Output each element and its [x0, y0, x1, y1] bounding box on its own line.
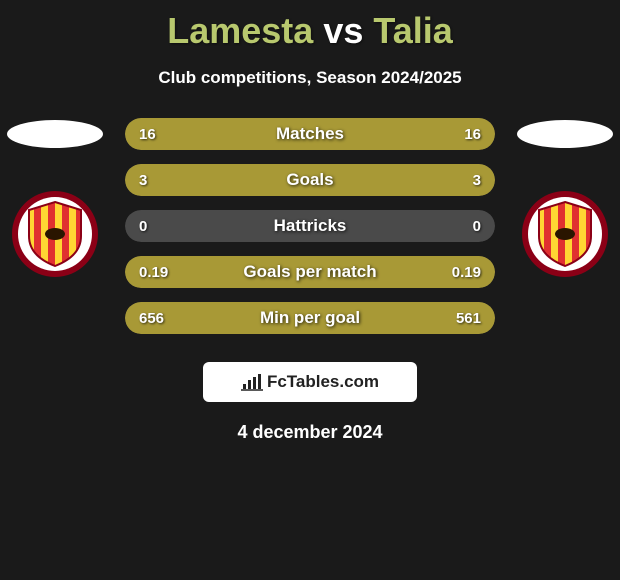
date-label: 4 december 2024 — [0, 422, 620, 443]
stat-bar: 656 Min per goal 561 — [125, 302, 495, 334]
stat-bar: 3 Goals 3 — [125, 164, 495, 196]
player-left-column — [5, 118, 105, 278]
comparison-title: Lamesta vs Talia — [0, 0, 620, 52]
title-vs: vs — [323, 10, 363, 51]
logo-text: FcTables.com — [267, 372, 379, 392]
stat-value-right: 561 — [456, 310, 481, 327]
bar-fill-left — [125, 164, 310, 196]
stat-value-left: 16 — [139, 126, 156, 143]
player-right-column — [515, 118, 615, 278]
player-silhouette-icon — [515, 118, 615, 150]
stat-value-left: 0.19 — [139, 264, 168, 281]
player-silhouette-icon — [5, 118, 105, 150]
stat-value-left: 0 — [139, 218, 147, 235]
subtitle: Club competitions, Season 2024/2025 — [0, 68, 620, 88]
stat-label: Goals per match — [243, 262, 376, 282]
stat-bar: 0.19 Goals per match 0.19 — [125, 256, 495, 288]
stat-label: Hattricks — [274, 216, 347, 236]
stat-value-right: 16 — [464, 126, 481, 143]
chart-icon — [241, 373, 263, 391]
stat-value-right: 3 — [473, 172, 481, 189]
stat-label: Min per goal — [260, 308, 360, 328]
stat-bar: 16 Matches 16 — [125, 118, 495, 150]
stat-value-left: 3 — [139, 172, 147, 189]
stat-label: Matches — [276, 124, 344, 144]
stat-value-right: 0 — [473, 218, 481, 235]
stats-column: 16 Matches 16 3 Goals 3 0 Hattricks 0 0.19 Goals p… — [125, 118, 495, 334]
stat-value-right: 0.19 — [452, 264, 481, 281]
content-area: 16 Matches 16 3 Goals 3 0 Hattricks 0 0.19 Goals p… — [0, 118, 620, 334]
bar-fill-right — [310, 164, 495, 196]
stat-value-left: 656 — [139, 310, 164, 327]
title-player2: Talia — [373, 10, 452, 51]
fctables-logo: FcTables.com — [203, 362, 417, 402]
stat-bar: 0 Hattricks 0 — [125, 210, 495, 242]
club-badge-right-icon — [521, 190, 609, 278]
title-player1: Lamesta — [167, 10, 313, 51]
stat-label: Goals — [286, 170, 333, 190]
club-badge-left-icon — [11, 190, 99, 278]
